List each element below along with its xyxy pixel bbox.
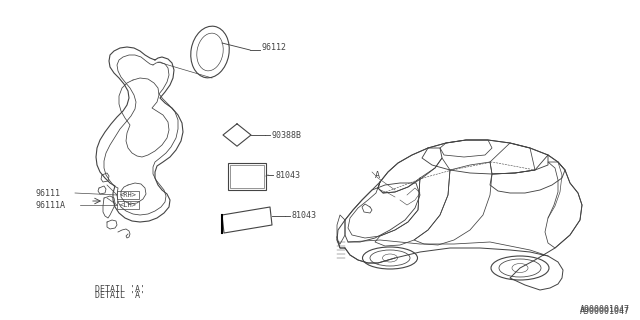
Ellipse shape — [362, 247, 417, 269]
Text: 81043: 81043 — [275, 171, 300, 180]
Text: <RH>: <RH> — [120, 192, 136, 198]
Text: <LH>: <LH> — [120, 202, 136, 208]
Text: 96111A: 96111A — [35, 201, 65, 210]
Text: 81043: 81043 — [292, 212, 317, 220]
Text: A900001047: A900001047 — [580, 308, 630, 316]
Text: DETAIL 'A': DETAIL 'A' — [95, 291, 145, 300]
Ellipse shape — [491, 256, 549, 280]
Text: 90388B: 90388B — [272, 131, 302, 140]
Bar — [117, 201, 139, 209]
Bar — [228, 163, 266, 190]
Text: A900001047: A900001047 — [580, 306, 630, 315]
Bar — [117, 191, 139, 199]
Text: A: A — [375, 171, 380, 180]
Bar — [230, 165, 264, 188]
Text: 96112: 96112 — [262, 44, 287, 52]
Text: DETAIL 'A': DETAIL 'A' — [95, 285, 145, 294]
Text: 96111: 96111 — [35, 188, 60, 197]
